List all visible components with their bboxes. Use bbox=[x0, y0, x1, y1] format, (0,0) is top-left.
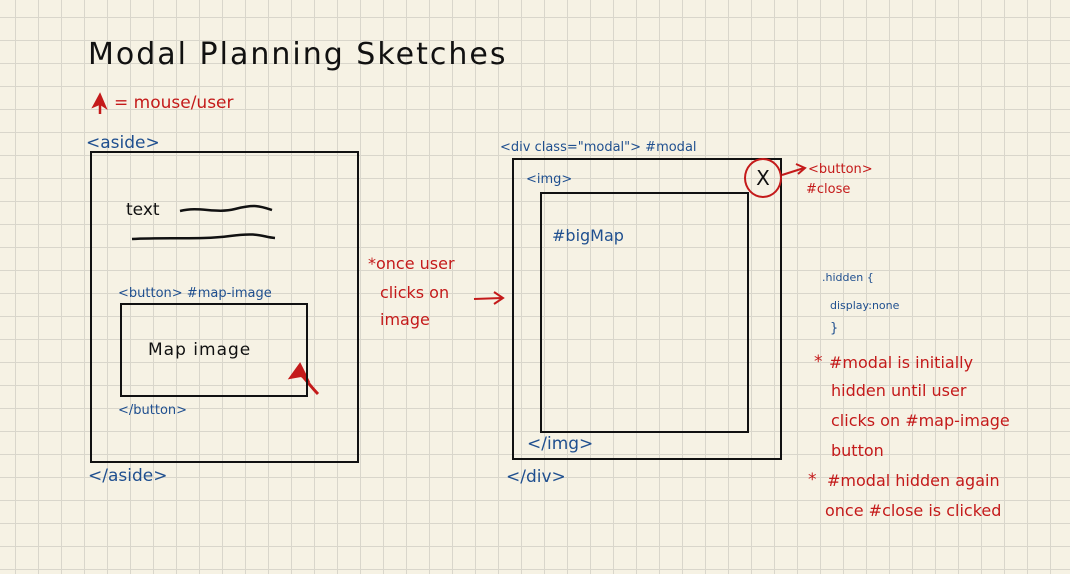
note-2-bullet: * bbox=[808, 470, 817, 490]
map-image-button-box[interactable] bbox=[120, 303, 308, 397]
note-2-line-2: once #close is clicked bbox=[825, 501, 1002, 520]
close-button-sketch[interactable]: X bbox=[744, 158, 782, 198]
aside-box bbox=[90, 151, 359, 463]
map-image-label: Map image bbox=[148, 340, 252, 360]
modal-div-close-tag: </div> bbox=[506, 467, 566, 487]
aside-close-tag: </aside> bbox=[88, 466, 168, 486]
css-note-line-1: .hidden { bbox=[822, 271, 874, 284]
img-open-tag: <img> bbox=[526, 172, 573, 187]
button-open-tag: <button> #map-image bbox=[118, 286, 272, 301]
page-title: Modal Planning Sketches bbox=[88, 37, 508, 72]
legend-text: = mouse/user bbox=[114, 93, 234, 113]
close-arrow-icon bbox=[781, 163, 807, 176]
note-1-line-4: button bbox=[831, 441, 884, 460]
text-line-2 bbox=[131, 233, 276, 241]
aside-open-tag: <aside> bbox=[86, 133, 160, 153]
transition-line-2: clicks on bbox=[380, 283, 450, 302]
img-close-tag: </img> bbox=[527, 434, 594, 454]
note-1-line-1: #modal is initially bbox=[829, 353, 974, 372]
transition-arrow-icon bbox=[473, 291, 505, 305]
close-icon: X bbox=[756, 166, 770, 190]
modal-div-open-tag: <div class="modal"> #modal bbox=[500, 140, 697, 155]
css-note-line-2: display:none bbox=[830, 299, 900, 312]
note-1-bullet: * bbox=[814, 352, 823, 372]
note-1-line-2: hidden until user bbox=[831, 381, 967, 400]
big-map-id: #bigMap bbox=[552, 226, 624, 245]
modal-box bbox=[512, 158, 782, 460]
big-map-image-box bbox=[540, 192, 749, 433]
css-note-line-3: } bbox=[830, 321, 839, 336]
aside-text-label: text bbox=[126, 200, 160, 220]
close-button-tag: <button> bbox=[808, 162, 873, 177]
mouse-cursor-icon bbox=[287, 362, 320, 396]
transition-line-3: image bbox=[380, 310, 430, 329]
text-line-1 bbox=[179, 204, 273, 213]
close-button-id: #close bbox=[806, 182, 851, 197]
note-2-line-1: #modal hidden again bbox=[827, 471, 1000, 490]
button-close-tag: </button> bbox=[118, 403, 188, 418]
transition-line-1: *once user bbox=[368, 254, 455, 273]
note-1-line-3: clicks on #map-image bbox=[831, 411, 1010, 430]
arrow-cursor-icon bbox=[91, 92, 108, 114]
